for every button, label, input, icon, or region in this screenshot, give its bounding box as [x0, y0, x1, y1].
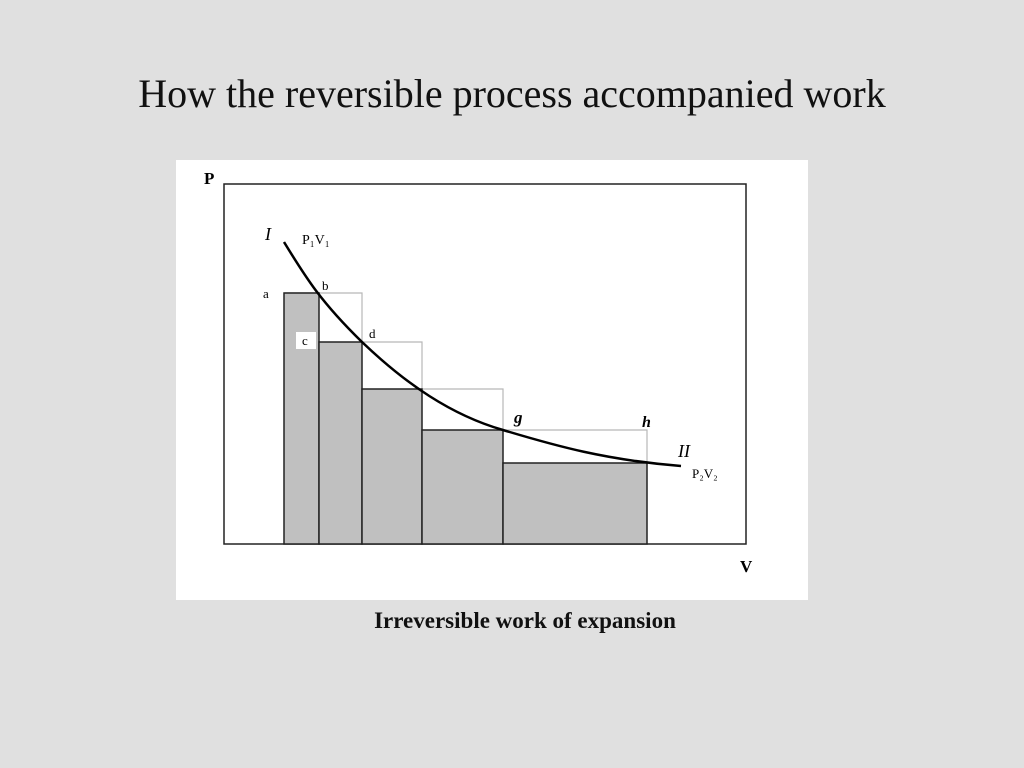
point-label-h: h: [642, 414, 651, 431]
work-bar-2: [318, 341, 363, 545]
state-1-label: I: [264, 224, 272, 244]
work-bar-1: [283, 292, 320, 545]
guide-step-2: [362, 341, 423, 389]
state-2-values: P₂V₂: [692, 466, 718, 481]
point-label-c: c: [302, 333, 308, 348]
point-label-g: g: [513, 408, 523, 427]
work-bar-5: [502, 462, 648, 545]
y-axis-label: P: [204, 169, 214, 188]
step-guides: [284, 292, 648, 463]
guide-step-4: [503, 429, 648, 463]
point-label-c-box: [296, 332, 316, 349]
pv-diagram-svg: P V I P₁V₁ II P₂V₂ a b c d g h: [204, 169, 753, 576]
work-bars: [283, 292, 648, 545]
figure-caption: Irreversible work of expansion: [374, 608, 676, 633]
state-1-values: P₁V₁: [302, 233, 330, 248]
point-label-a: a: [263, 286, 269, 301]
slide-title: How the reversible process accompanied w…: [138, 71, 886, 116]
pv-diagram: P V I P₁V₁ II P₂V₂ a b c d g h: [176, 160, 808, 600]
point-label-d: d: [369, 326, 376, 341]
work-bar-3: [361, 388, 423, 545]
isotherm-curve: [282, 241, 682, 468]
guide-step-3: [422, 388, 504, 430]
point-label-b: b: [322, 278, 329, 293]
x-axis-label: V: [740, 557, 753, 576]
state-2-label: II: [677, 441, 691, 461]
work-bar-4: [421, 429, 504, 545]
